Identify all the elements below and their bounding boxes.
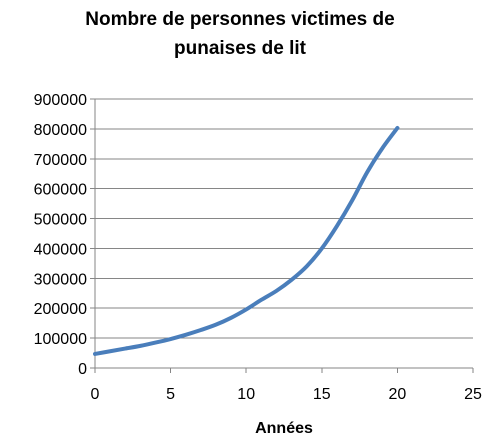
data-series xyxy=(93,125,400,356)
axes xyxy=(90,98,474,373)
x-tick-label-0: 0 xyxy=(91,386,100,403)
y-tick-label-300000: 300000 xyxy=(34,271,87,288)
y-tick-label-100000: 100000 xyxy=(34,331,87,348)
x-axis-tick-labels: 0 5 10 15 20 25 xyxy=(91,386,482,403)
series-line-0 xyxy=(93,125,400,356)
x-tick-label-10: 10 xyxy=(237,386,255,403)
y-tick-label-500000: 500000 xyxy=(34,212,87,229)
y-tick-label-800000: 800000 xyxy=(34,122,87,139)
y-axis-tick-labels: 0 100000 200000 300000 400000 500000 600000 700… xyxy=(34,92,87,378)
y-tick-label-700000: 700000 xyxy=(34,152,87,169)
y-tick-label-600000: 600000 xyxy=(34,182,87,199)
x-tick-label-5: 5 xyxy=(166,386,175,403)
y-tick-label-400000: 400000 xyxy=(34,241,87,258)
chart-title-line-1: Nombre de personnes victimes de xyxy=(85,9,394,30)
y-tick-label-200000: 200000 xyxy=(34,301,87,318)
x-tick-label-25: 25 xyxy=(464,386,482,403)
x-axis-label: Années xyxy=(255,420,313,437)
gridlines xyxy=(95,98,473,339)
x-tick-label-20: 20 xyxy=(389,386,407,403)
y-tick-label-0: 0 xyxy=(78,361,87,378)
y-tick-label-900000: 900000 xyxy=(34,92,87,109)
x-tick-label-15: 15 xyxy=(313,386,331,403)
chart-title-line-2: punaises de lit xyxy=(174,38,307,59)
